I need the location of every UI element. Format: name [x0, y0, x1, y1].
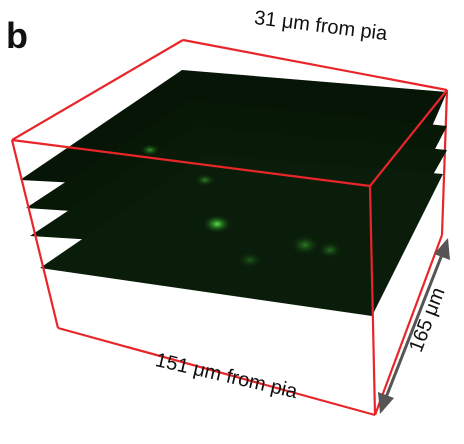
panel-label: b — [6, 15, 28, 56]
image-slabs — [20, 70, 447, 316]
cell — [195, 174, 215, 186]
figure: b 31 μm from pia 151 μm from pia 165 μm — [0, 0, 464, 444]
cell — [203, 215, 231, 233]
page: b 31 μm from pia 151 μm from pia 165 μm … — [0, 0, 464, 444]
top-label: 31 μm from pia — [253, 7, 389, 45]
bottom-label: 151 μm from pia — [153, 349, 300, 403]
cell — [140, 144, 160, 156]
cell — [291, 235, 319, 255]
depth-label: 165 μm — [405, 285, 450, 356]
cell — [318, 242, 342, 258]
cell — [238, 252, 262, 268]
